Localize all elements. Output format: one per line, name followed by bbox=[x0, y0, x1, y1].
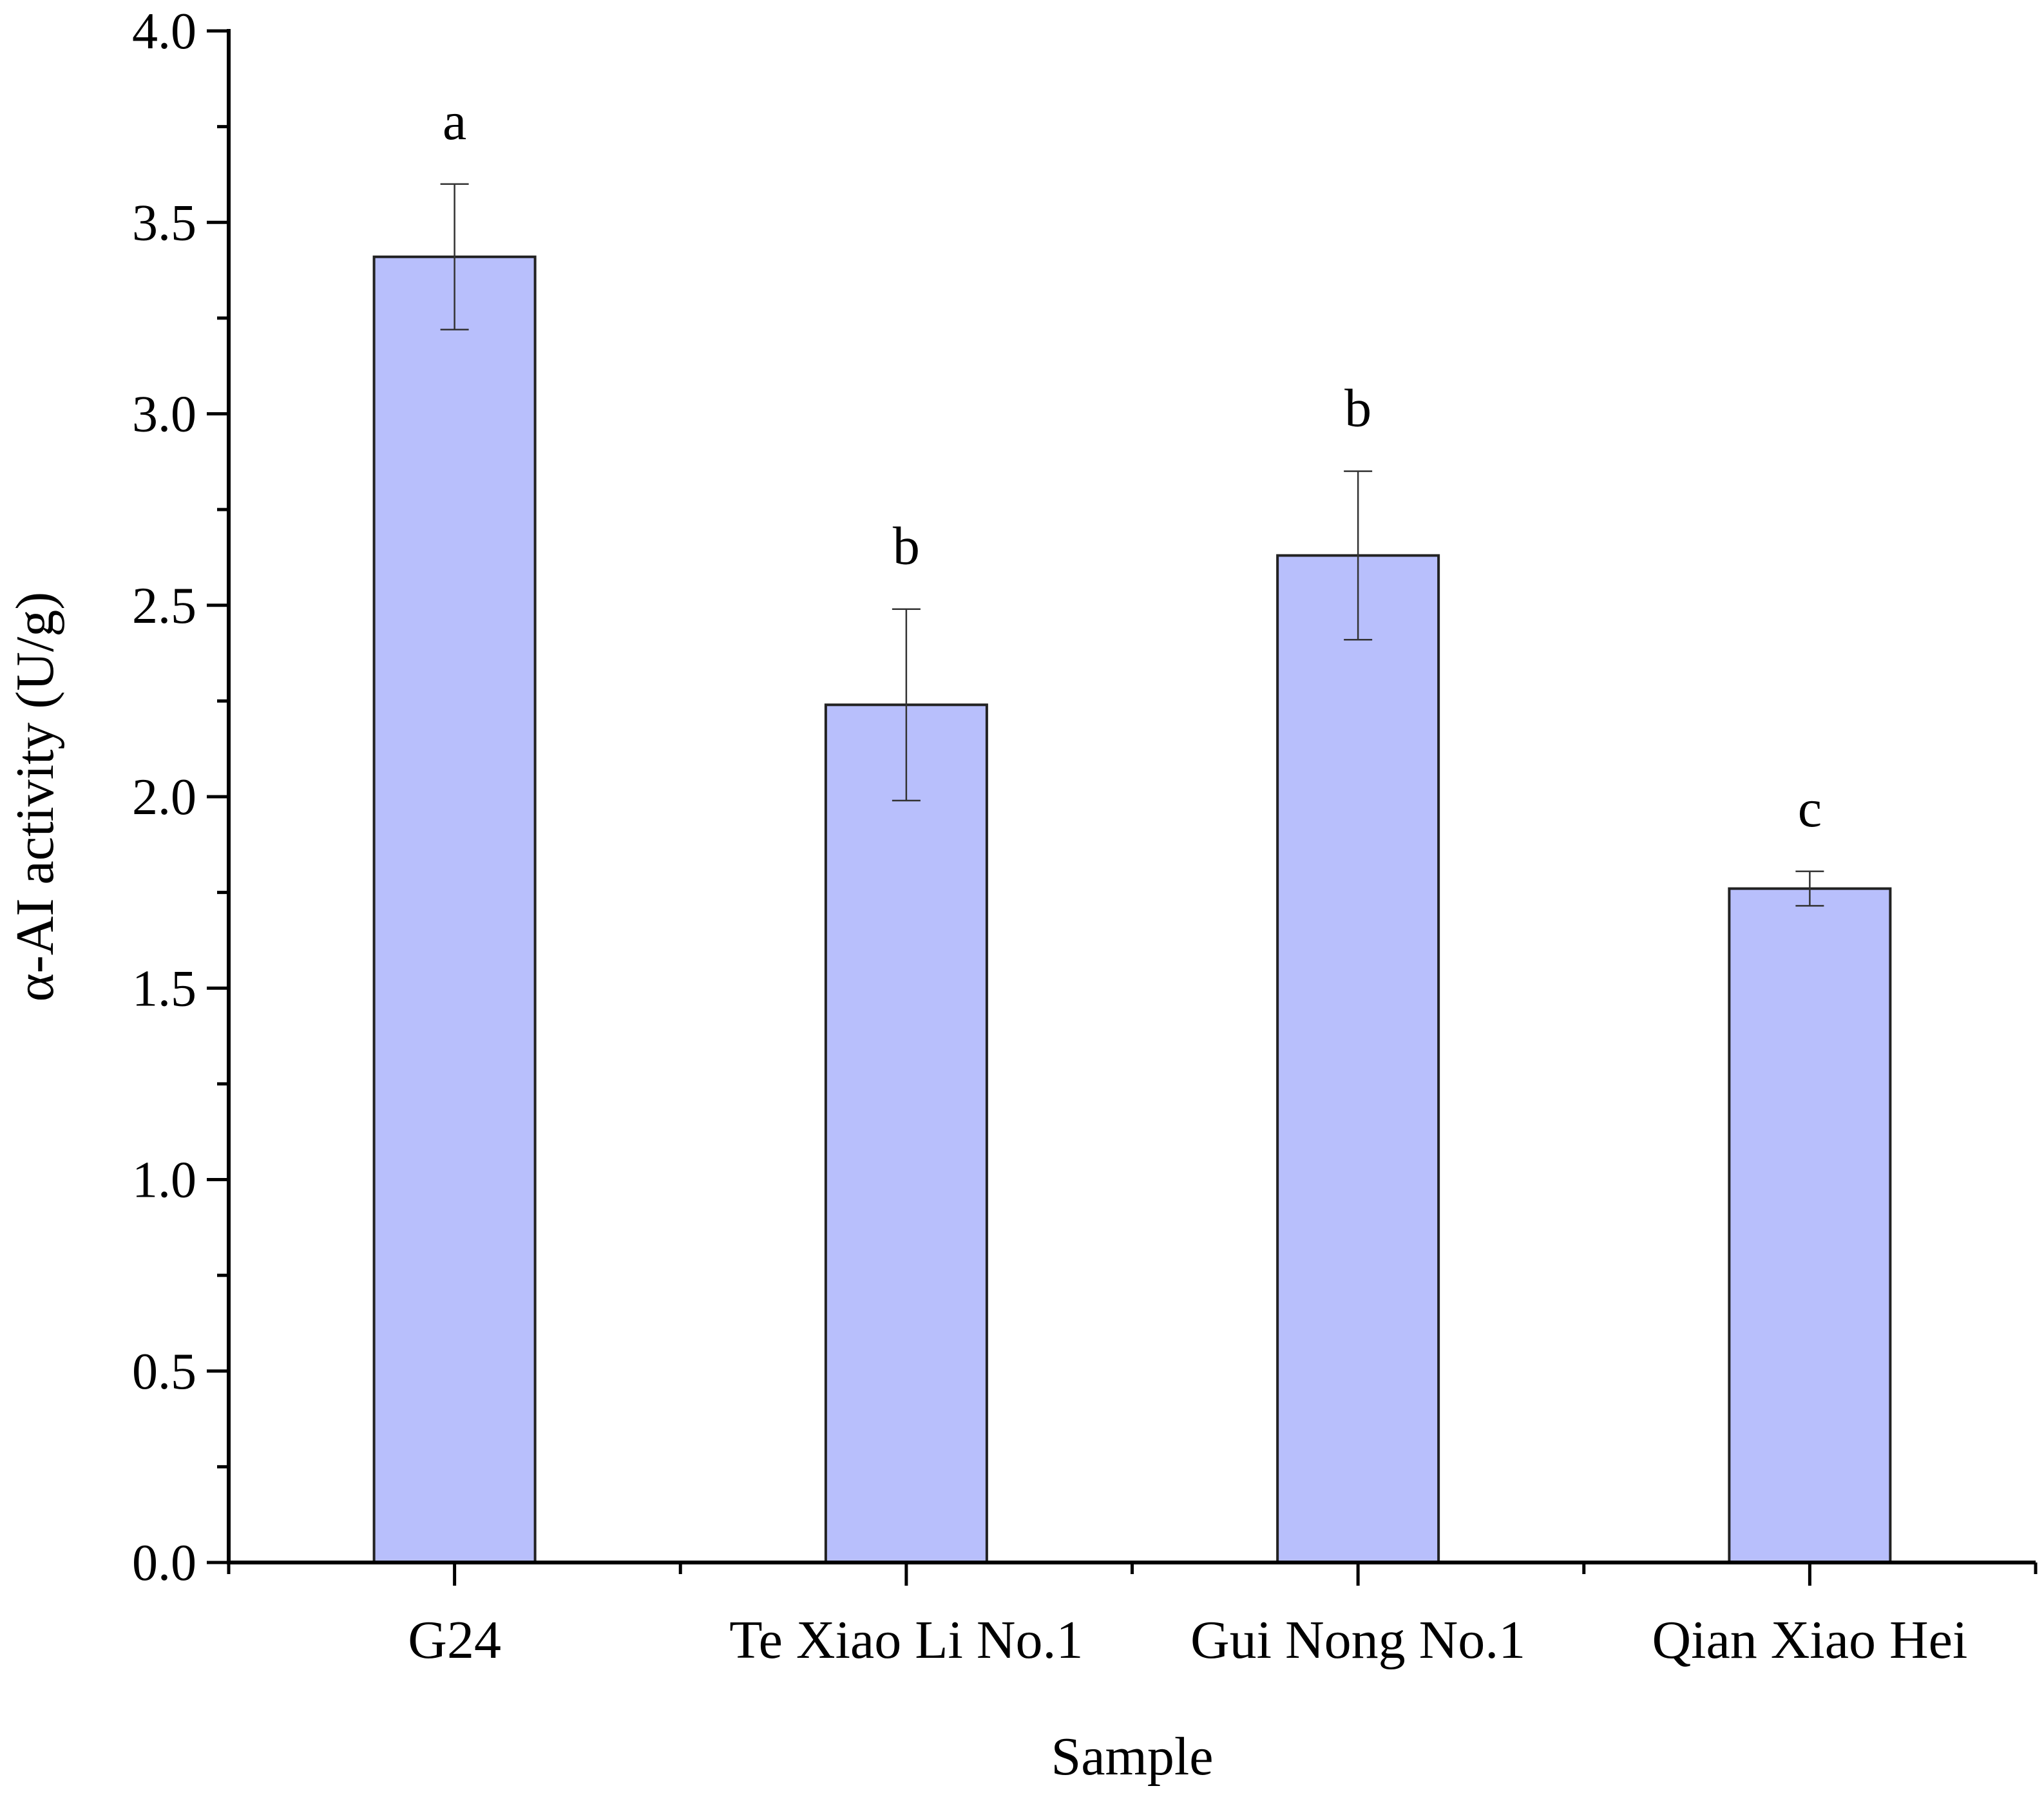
bar bbox=[824, 703, 988, 1564]
x-axis-ticks: G24 Te Xiao Li No.1 Gui Nong No.1 Qian Xiao… bbox=[227, 1562, 2038, 1670]
significance-labels: a b b c bbox=[443, 91, 1822, 839]
bar bbox=[1276, 554, 1440, 1564]
y-axis-title: α-AI activity (U/g) bbox=[5, 592, 65, 1002]
x-axis-title: Sample bbox=[1051, 1727, 1214, 1787]
y-tick-label: 0.5 bbox=[132, 1344, 196, 1400]
y-tick-label: 2.0 bbox=[132, 769, 196, 826]
y-axis-ticks: 0.0 0.5 1.0 1.5 2.0 2.5 3.0 3.5 4.0 bbox=[132, 3, 229, 1591]
y-tick-label: 3.0 bbox=[132, 386, 196, 443]
y-tick-label: 1.0 bbox=[132, 1152, 196, 1209]
y-tick-label: 2.5 bbox=[132, 578, 196, 634]
bar bbox=[372, 255, 537, 1564]
x-tick-label: Qian Xiao Hei bbox=[1652, 1610, 1967, 1670]
significance-label: a bbox=[443, 91, 466, 151]
significance-label: b bbox=[1344, 379, 1371, 439]
y-tick-label: 4.0 bbox=[132, 3, 196, 60]
bars bbox=[372, 255, 1892, 1564]
x-tick-label: Te Xiao Li No.1 bbox=[729, 1610, 1083, 1670]
significance-label: c bbox=[1798, 779, 1822, 839]
y-tick-label: 3.5 bbox=[132, 195, 196, 251]
y-tick-label: 0.0 bbox=[132, 1535, 196, 1591]
error-bars bbox=[440, 183, 1824, 907]
x-tick-label: G24 bbox=[408, 1610, 501, 1670]
y-tick-label: 1.5 bbox=[132, 960, 196, 1017]
x-tick-label: Gui Nong No.1 bbox=[1190, 1610, 1525, 1670]
significance-label: b bbox=[893, 517, 920, 576]
bar bbox=[1728, 887, 1892, 1564]
